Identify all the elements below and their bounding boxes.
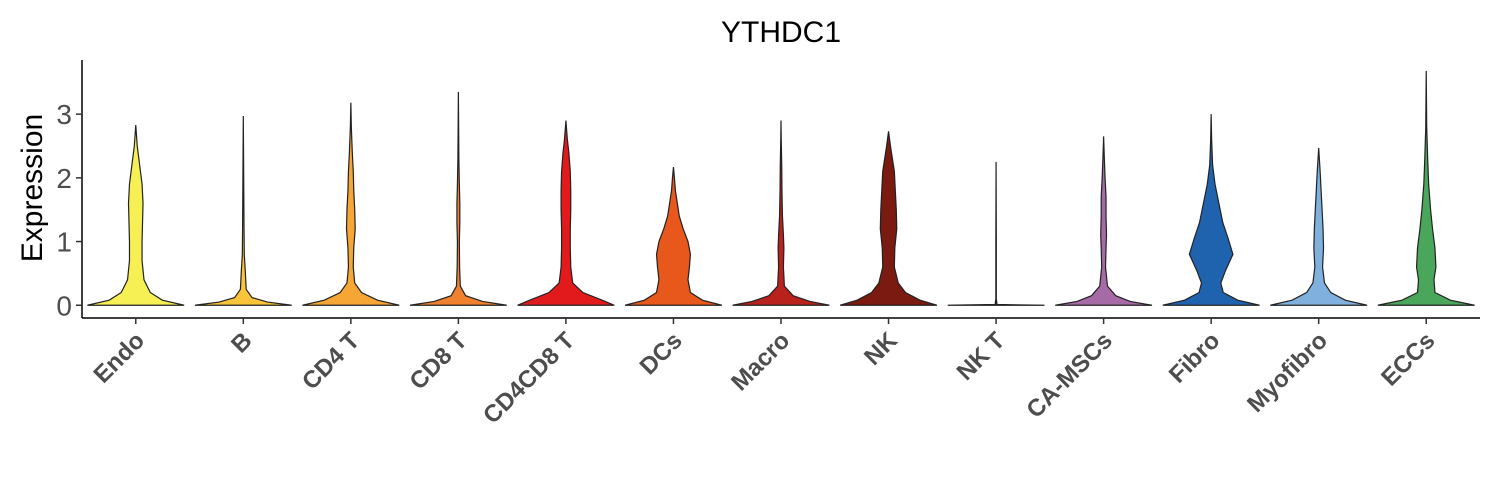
violin-group (87, 70, 1475, 306)
violin-dcs (624, 166, 723, 306)
violin-ca-mscs (1055, 136, 1153, 306)
y-ticks: 0 1 2 3 (56, 99, 82, 321)
y-tick-label: 3 (56, 99, 72, 130)
violin-myofibro (1270, 147, 1368, 306)
x-ticks: Endo B CD4 T CD8 T CD4CD8 T DCs Macro NK NK T CA-… (88, 318, 1440, 429)
violin-b (194, 116, 292, 306)
violin-nk-t (947, 161, 1045, 306)
y-tick-label: 1 (56, 227, 72, 258)
y-tick-label: 2 (56, 163, 72, 194)
x-tick-label: CD4 T (297, 327, 365, 395)
x-tick-label: NK (859, 327, 903, 371)
violin-cd4cd8-t (517, 120, 615, 306)
chart-title: YTHDC1 (721, 16, 841, 49)
x-tick-label: CA-MSCs (1021, 327, 1117, 423)
y-tick-label: 0 (56, 290, 72, 321)
x-tick-label: ECCs (1376, 327, 1440, 391)
y-axis-label: Expression (16, 114, 49, 262)
violin-cd8-t (409, 91, 507, 306)
x-tick-label: Fibro (1164, 327, 1226, 389)
violin-endo (87, 124, 185, 306)
violin-cd4-t (302, 102, 400, 306)
x-tick-label: Endo (88, 327, 150, 389)
x-tick-label: CD4CD8 T (478, 327, 580, 429)
x-tick-label: B (226, 327, 257, 358)
x-tick-label: NK T (952, 327, 1011, 386)
violin-nk (839, 131, 938, 306)
x-tick-label: DCs (635, 327, 688, 380)
violin-fibro (1162, 114, 1260, 306)
x-tick-label: Macro (726, 327, 795, 396)
violin-eccs (1377, 70, 1475, 306)
x-tick-label: Myofibro (1242, 327, 1333, 418)
x-tick-label: CD8 T (405, 327, 473, 395)
violin-macro (732, 120, 830, 306)
